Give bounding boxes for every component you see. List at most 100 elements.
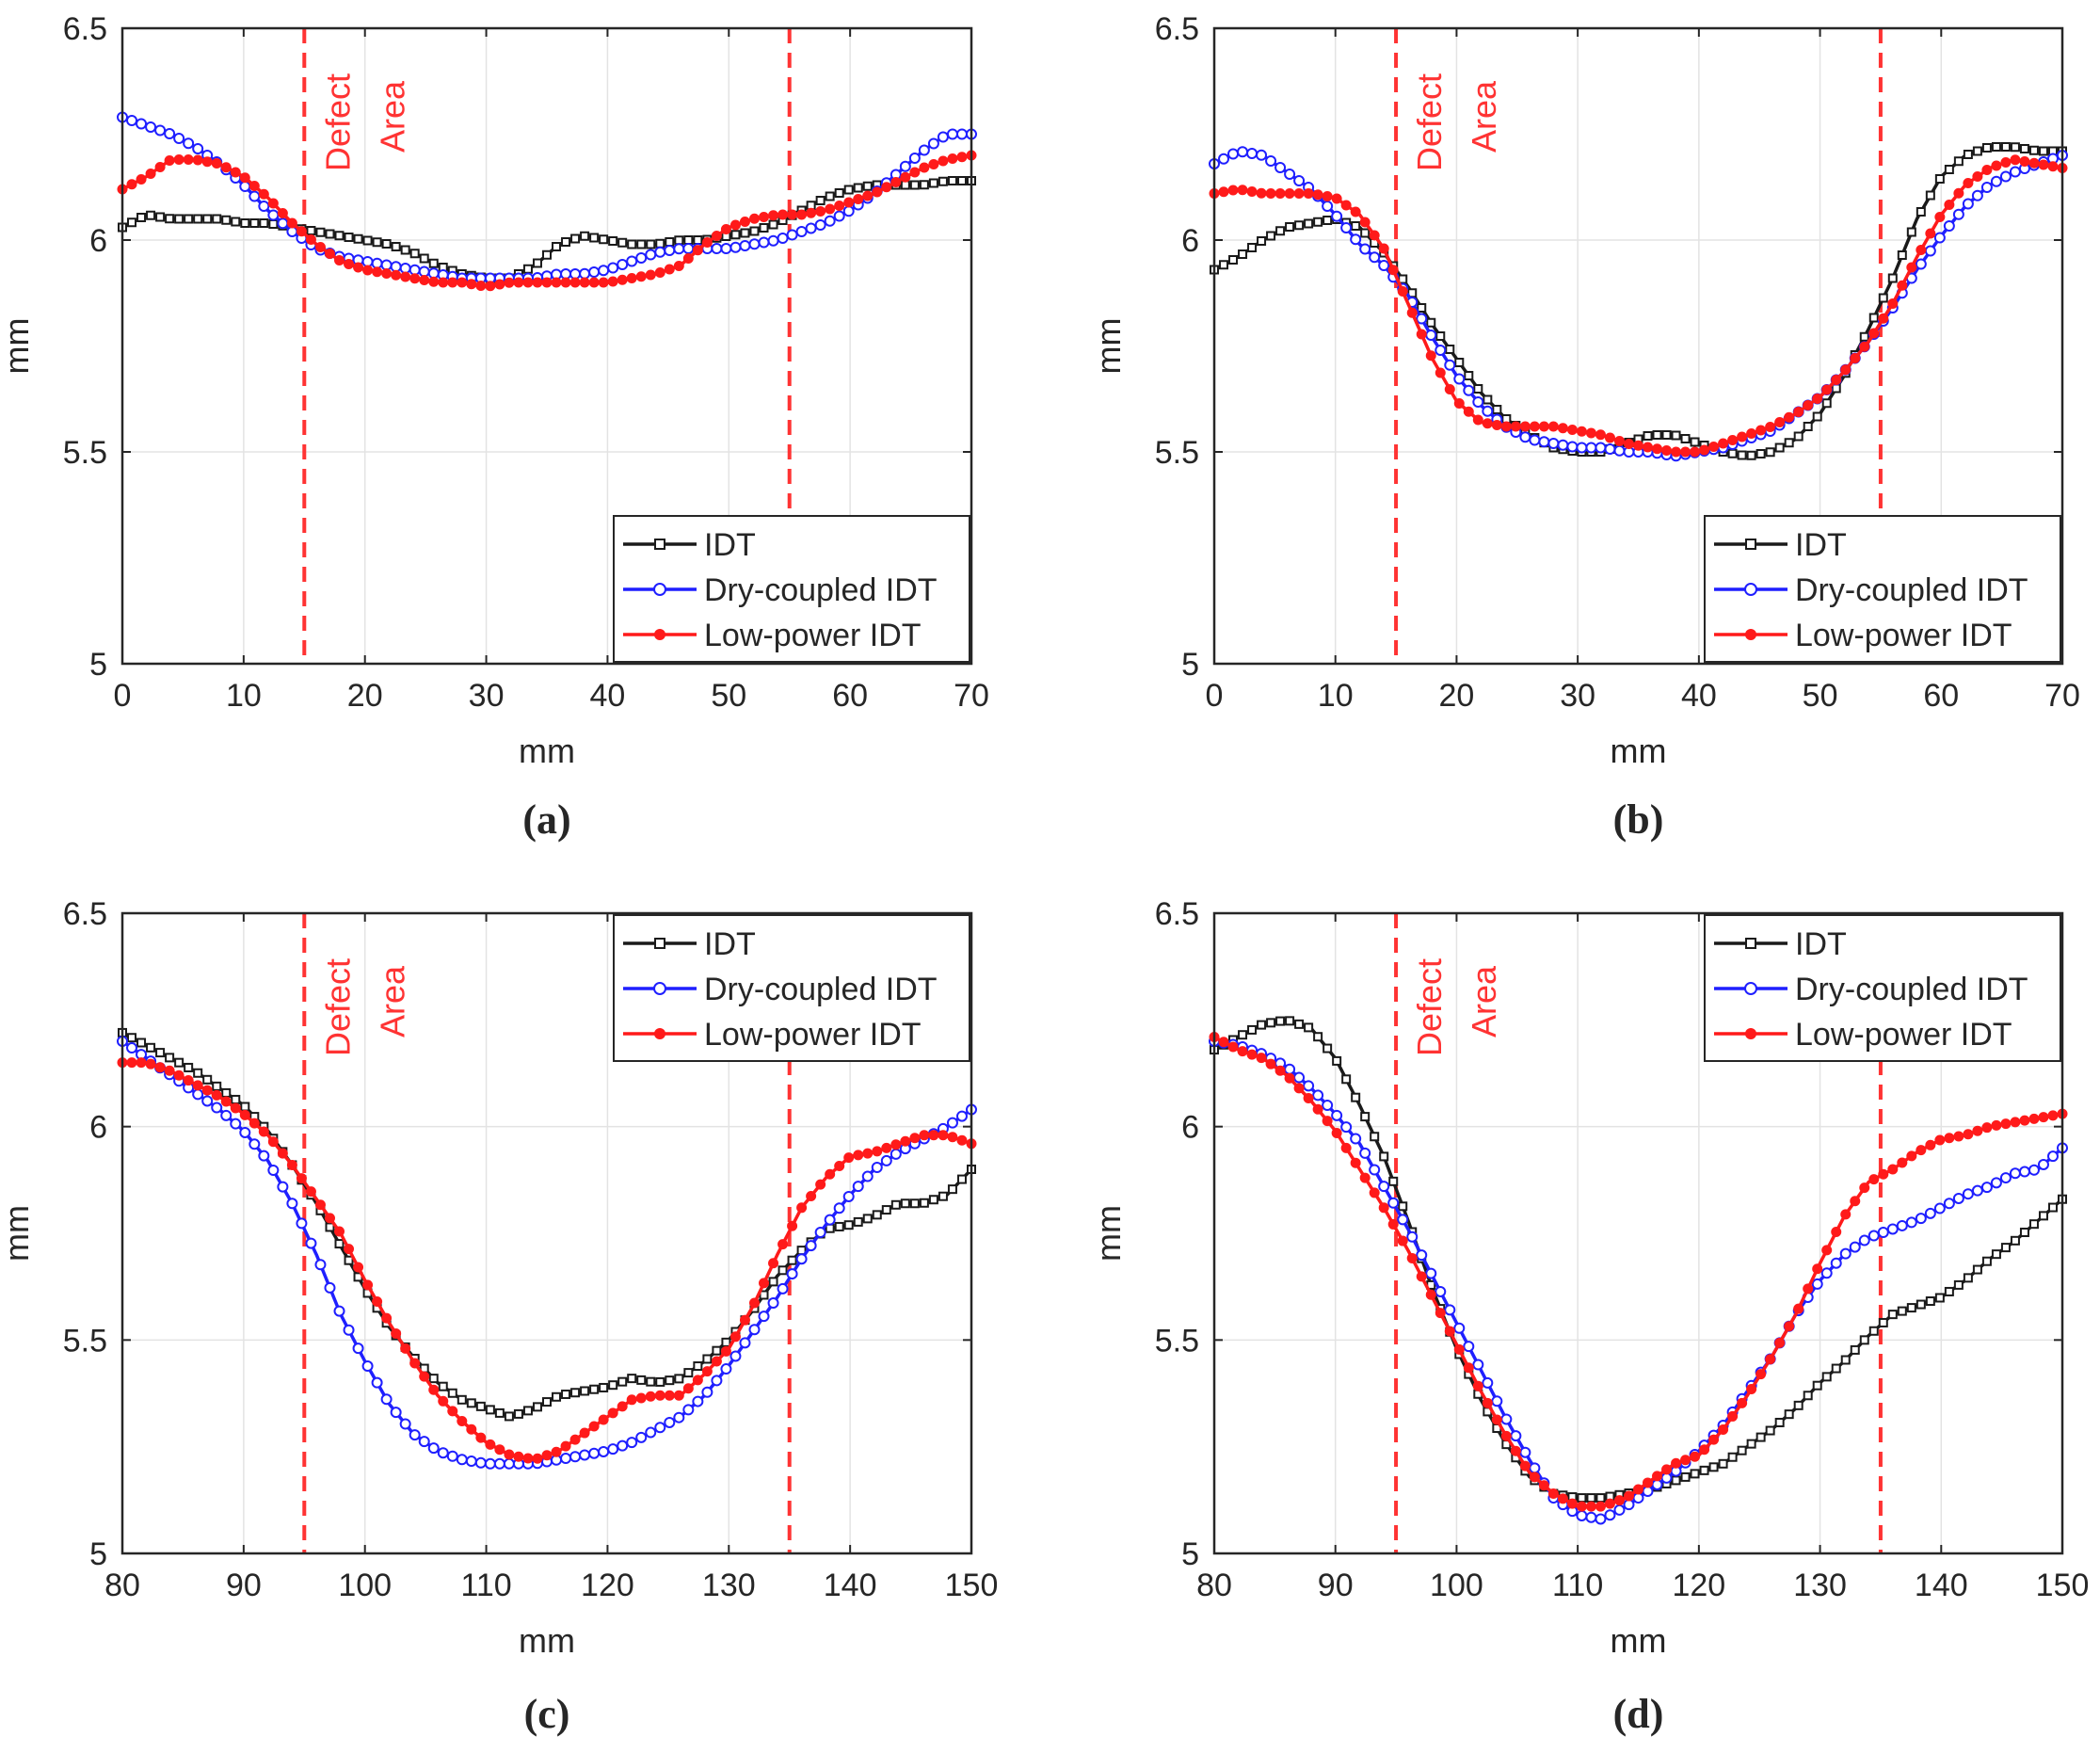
data-point <box>1491 1414 1502 1425</box>
data-point <box>1416 1271 1427 1282</box>
data-point <box>267 1136 279 1148</box>
data-point <box>2028 1219 2039 1230</box>
data-point <box>1727 1410 1739 1422</box>
data-point <box>1877 1226 1889 1238</box>
x-tick-label: 140 <box>824 1568 877 1603</box>
data-point <box>1680 1472 1691 1482</box>
data-point <box>1972 171 1983 182</box>
data-point <box>1991 1249 2001 1260</box>
data-point <box>1934 1293 1945 1303</box>
data-point <box>267 209 280 221</box>
data-point <box>608 1380 618 1391</box>
data-point <box>1784 411 1795 423</box>
data-point <box>729 1350 742 1362</box>
data-point <box>815 206 826 217</box>
data-point <box>1425 1289 1436 1300</box>
data-point <box>1793 1303 1804 1314</box>
data-point <box>1727 448 1738 458</box>
legend-marker <box>1745 629 1756 640</box>
data-point <box>608 236 618 246</box>
data-point <box>599 1382 609 1392</box>
data-point <box>325 229 335 239</box>
data-point <box>333 1305 345 1317</box>
data-point <box>654 1422 666 1434</box>
data-point <box>1500 1413 1513 1425</box>
y-tick-label: 6 <box>1181 223 1199 259</box>
data-point <box>220 1109 232 1121</box>
data-point <box>2000 1118 2012 1130</box>
data-point <box>1643 431 1653 441</box>
series-low-power-idt <box>117 150 977 292</box>
data-point <box>692 1375 703 1386</box>
data-point <box>673 1411 685 1423</box>
data-point <box>1586 1493 1596 1504</box>
data-point <box>493 1457 505 1470</box>
data-point <box>1387 1197 1400 1209</box>
data-point <box>1868 328 1880 339</box>
data-point <box>2037 1158 2049 1170</box>
data-point <box>598 277 609 288</box>
data-point <box>617 237 628 248</box>
data-point <box>918 144 930 156</box>
data-point <box>579 1427 590 1439</box>
data-point <box>1417 303 1427 313</box>
data-point <box>759 1278 770 1289</box>
x-tick-label: 60 <box>832 678 868 714</box>
data-point <box>748 1297 760 1309</box>
data-point <box>277 1181 289 1193</box>
x-axis-label: mm <box>1611 1621 1667 1660</box>
data-point <box>1812 394 1823 404</box>
data-point <box>872 1210 882 1220</box>
x-tick-label: 150 <box>945 1568 999 1603</box>
data-point <box>552 1391 562 1402</box>
data-point <box>391 1328 402 1340</box>
data-point <box>1331 1127 1342 1138</box>
data-point <box>1642 1486 1654 1498</box>
data-point <box>1699 1444 1710 1455</box>
data-point <box>919 162 930 173</box>
data-point <box>777 1282 789 1295</box>
data-point <box>1294 220 1305 231</box>
data-point <box>1340 222 1353 233</box>
data-point <box>1275 1016 1286 1026</box>
legend-label: Low-power IDT <box>704 618 922 653</box>
data-point <box>1878 313 1889 324</box>
data-point <box>390 1407 402 1419</box>
data-point <box>456 1454 468 1466</box>
legend-label: Dry-coupled IDT <box>1795 972 2028 1007</box>
data-point <box>136 1057 147 1069</box>
data-point <box>1906 1303 1916 1313</box>
data-point <box>1510 1445 1521 1456</box>
data-point <box>768 1258 779 1269</box>
data-point <box>947 176 957 185</box>
data-point <box>1369 1164 1381 1176</box>
data-point <box>202 214 213 224</box>
data-point <box>588 1447 601 1459</box>
data-point <box>720 224 731 234</box>
y-axis-label: mm <box>1089 1205 1128 1262</box>
data-point <box>834 188 844 198</box>
data-point <box>513 277 524 288</box>
data-point <box>361 1360 374 1373</box>
data-point <box>748 238 761 250</box>
y-tick-label: 6 <box>1181 1110 1199 1146</box>
data-point <box>419 1371 430 1382</box>
data-point <box>825 191 835 201</box>
data-point <box>674 235 684 246</box>
data-point <box>2019 1115 2030 1126</box>
data-point <box>1803 400 1814 410</box>
data-point <box>1453 1322 1466 1334</box>
data-point <box>1529 1472 1540 1483</box>
data-point <box>598 1445 610 1457</box>
data-point <box>2018 1166 2030 1178</box>
data-point <box>1632 1492 1644 1504</box>
data-point <box>164 1065 175 1076</box>
data-point <box>504 1411 514 1422</box>
data-point <box>248 190 261 202</box>
data-point <box>1755 1432 1766 1442</box>
data-point <box>843 1220 854 1230</box>
data-point <box>1359 1172 1371 1183</box>
data-point <box>1840 1209 1852 1220</box>
data-point <box>626 273 637 283</box>
data-point <box>400 1343 411 1354</box>
